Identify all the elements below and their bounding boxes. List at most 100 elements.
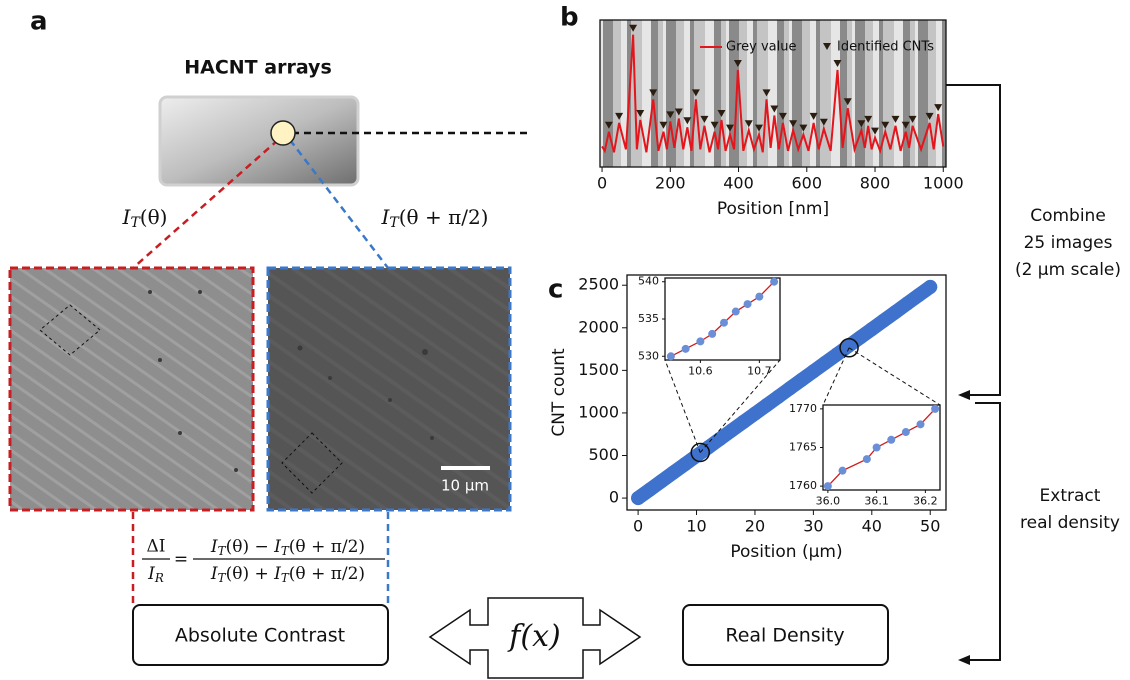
subscript: T	[389, 215, 400, 231]
data-point	[887, 435, 896, 444]
flow-line	[945, 84, 1001, 396]
box-label: Real Density	[725, 625, 844, 647]
data-point	[923, 279, 938, 294]
sem-stripe	[663, 20, 666, 167]
cnt-marker	[700, 115, 709, 123]
data-point	[743, 300, 752, 309]
cnt-marker	[733, 59, 742, 67]
sem-stripe	[865, 20, 873, 167]
formula-term: IR	[147, 564, 164, 586]
data-point	[724, 423, 739, 438]
x-tick-label: 600	[792, 174, 823, 193]
data-point	[864, 322, 879, 337]
cnt-marker	[908, 115, 917, 123]
data-point	[853, 330, 868, 345]
sem-stripe	[879, 20, 883, 167]
data-point	[755, 292, 764, 301]
note: real density	[1020, 513, 1120, 533]
panel-label: a	[30, 7, 48, 37]
x-tick-label: 400	[723, 174, 754, 193]
plot: 0 200 400 600 800 1000 Position [nm] Grey value…	[597, 19, 964, 219]
symbol: I	[273, 537, 281, 557]
sem-stripe	[753, 20, 757, 167]
sem-stripe	[840, 20, 847, 167]
data-point	[823, 482, 832, 491]
symbol: I	[273, 564, 281, 584]
formula-term: ΔI	[147, 537, 166, 557]
zoom-circle	[839, 338, 859, 358]
sem-stripe	[739, 20, 747, 167]
sem-stripe	[936, 20, 942, 167]
data-point	[901, 428, 910, 437]
argument: (θ)	[226, 537, 250, 557]
cnt-marker	[864, 115, 873, 123]
zoom-connector	[664, 359, 701, 453]
data-point	[862, 455, 871, 464]
x-axis-label: Position (μm)	[730, 542, 842, 562]
sem-stripe	[784, 20, 789, 167]
formula-term: IT(θ) + IT(θ + π/2)	[210, 564, 365, 586]
box	[132, 604, 389, 666]
data-point	[631, 491, 646, 506]
cnt-marker	[891, 115, 900, 123]
x-tick-label: 200	[655, 174, 686, 193]
note-backdrop	[1005, 198, 1129, 286]
x-tick-label: 36.2	[913, 494, 938, 507]
argument: (θ + π/2)	[399, 205, 489, 229]
operator: +	[249, 564, 274, 584]
y-tick-label: 2500	[578, 275, 619, 294]
sem-stripe	[631, 20, 642, 167]
subscript: R	[154, 571, 164, 585]
cnt-marker	[789, 120, 798, 128]
argument: (θ + π/2)	[289, 564, 365, 584]
data-point	[731, 307, 740, 316]
sem-stripe	[820, 20, 831, 167]
sem-stripe	[705, 20, 714, 167]
cnt-marker	[744, 120, 753, 128]
sem-stripe	[666, 20, 676, 167]
data-point	[708, 329, 717, 338]
sem-stripe	[894, 20, 903, 167]
arrow-head	[958, 655, 970, 665]
sem-stripe	[789, 20, 792, 167]
x-tick-label: 50	[920, 517, 940, 536]
cnt-marker	[615, 112, 624, 120]
cnt-marker	[778, 112, 787, 120]
data-point	[696, 337, 705, 346]
sem-stripe	[918, 20, 928, 167]
image-specks	[148, 290, 434, 472]
dashed-connector	[132, 139, 279, 269]
sem-stripe	[810, 20, 816, 167]
box-label: Absolute Contrast	[175, 625, 345, 647]
cnt-marker	[674, 108, 683, 116]
panel-label: b	[560, 3, 579, 33]
data-point	[888, 305, 903, 320]
data-point	[666, 352, 675, 361]
legend-label: Identified CNTs	[837, 40, 934, 55]
data-point	[654, 474, 669, 489]
cnt-marker	[925, 112, 934, 120]
data-point	[876, 313, 891, 328]
data-point	[681, 344, 690, 353]
y-tick-label: 1770	[789, 402, 817, 415]
argument: (θ + π/2)	[289, 537, 365, 557]
sem-stripe	[642, 20, 651, 167]
note: Combine	[1030, 206, 1106, 226]
cnt-marker	[666, 111, 675, 119]
cnt-marker	[809, 112, 818, 120]
data-point	[818, 355, 833, 370]
formula-term: IT(θ) − IT(θ + π/2)	[210, 537, 365, 559]
sem-stripe	[816, 20, 820, 167]
data-point	[666, 465, 681, 480]
sem-stripe	[690, 20, 694, 167]
argument: (θ)	[226, 564, 250, 584]
sem-stripe	[802, 20, 810, 167]
cnt-marker	[604, 121, 613, 129]
sem-stripe	[747, 20, 753, 167]
symbol: I	[381, 205, 391, 229]
data-point	[759, 398, 774, 413]
data-point	[771, 389, 786, 404]
cnt-marker	[799, 124, 808, 132]
sem-stripe	[729, 20, 739, 167]
